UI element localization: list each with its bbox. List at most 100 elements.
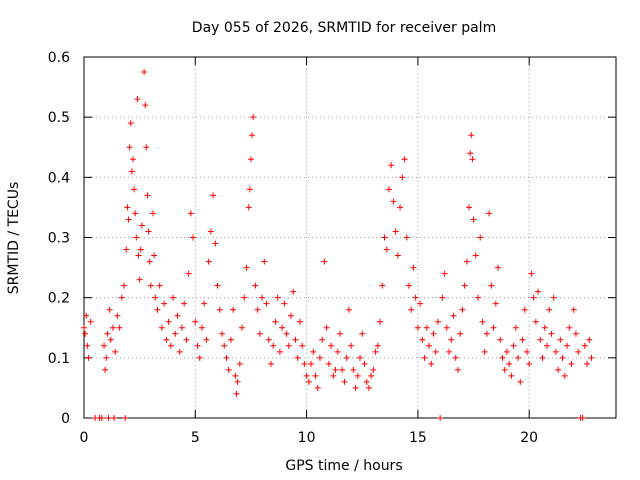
- data-point: [323, 324, 330, 331]
- data-point: [354, 372, 361, 379]
- data-point: [176, 348, 183, 355]
- data-point: [308, 360, 315, 367]
- data-point: [543, 342, 550, 349]
- data-point: [314, 384, 321, 391]
- data-point: [207, 228, 214, 235]
- data-point: [101, 342, 108, 349]
- data-point: [552, 348, 559, 355]
- data-point: [81, 324, 87, 331]
- data-point: [142, 102, 149, 109]
- data-point: [363, 378, 370, 385]
- data-point: [377, 318, 384, 325]
- data-point: [129, 156, 136, 163]
- data-point: [201, 300, 208, 307]
- data-point: [332, 366, 339, 373]
- data-point: [521, 306, 528, 313]
- data-point: [299, 342, 306, 349]
- data-point: [135, 252, 142, 259]
- data-point: [246, 186, 253, 193]
- data-point: [492, 300, 499, 307]
- data-point: [325, 360, 332, 367]
- data-point: [334, 348, 341, 355]
- data-point: [83, 312, 90, 319]
- data-point: [483, 330, 490, 337]
- data-point: [490, 324, 497, 331]
- data-point: [165, 318, 172, 325]
- data-point: [272, 318, 279, 325]
- data-point: [467, 150, 474, 157]
- data-point: [146, 258, 153, 265]
- data-point: [365, 384, 372, 391]
- data-point: [128, 168, 135, 175]
- data-point: [227, 336, 234, 343]
- data-point: [249, 132, 256, 139]
- data-point: [158, 324, 165, 331]
- data-point: [379, 282, 386, 289]
- data-point: [85, 354, 92, 361]
- data-point: [539, 354, 546, 361]
- data-point: [294, 354, 301, 361]
- data-point: [190, 234, 197, 241]
- data-point: [194, 342, 201, 349]
- data-point: [312, 372, 319, 379]
- data-point: [570, 306, 577, 313]
- data-point: [125, 216, 132, 223]
- data-point: [174, 312, 181, 319]
- data-point: [350, 366, 357, 373]
- data-point: [276, 348, 283, 355]
- data-point: [219, 330, 226, 337]
- data-point: [141, 69, 148, 76]
- data-point: [216, 306, 223, 313]
- data-point: [122, 415, 129, 421]
- data-point: [452, 354, 459, 361]
- data-point: [479, 318, 486, 325]
- data-point: [290, 288, 297, 295]
- data-point: [388, 162, 395, 169]
- data-point: [114, 312, 121, 319]
- data-point: [401, 156, 408, 163]
- y-tick-label: 0.6: [48, 50, 70, 66]
- data-point: [383, 246, 390, 253]
- data-point: [124, 204, 131, 211]
- chart-title: Day 055 of 2026, SRMTID for receiver pal…: [192, 20, 496, 36]
- data-point: [368, 372, 375, 379]
- data-point: [111, 415, 118, 421]
- data-point: [584, 360, 591, 367]
- data-point: [510, 342, 517, 349]
- data-point: [152, 294, 159, 301]
- data-point: [506, 360, 513, 367]
- y-tick-label: 0.3: [48, 231, 70, 247]
- data-point: [381, 234, 388, 241]
- data-point: [319, 336, 326, 343]
- data-point: [568, 360, 575, 367]
- data-point: [461, 282, 468, 289]
- data-point: [132, 210, 139, 217]
- x-tick-label: 20: [520, 430, 538, 446]
- x-axis-label: GPS time / hours: [285, 458, 402, 474]
- data-point: [555, 366, 562, 373]
- data-point: [103, 354, 110, 361]
- data-point: [548, 330, 555, 337]
- data-point: [225, 366, 232, 373]
- data-point: [561, 372, 568, 379]
- data-point: [154, 306, 161, 313]
- data-point: [421, 354, 428, 361]
- data-point: [523, 348, 530, 355]
- data-point: [481, 348, 488, 355]
- data-point: [183, 336, 190, 343]
- data-point: [508, 372, 515, 379]
- data-point: [339, 366, 346, 373]
- x-tick-label: 0: [80, 430, 89, 446]
- data-point: [586, 336, 593, 343]
- data-point: [345, 306, 352, 313]
- x-tick-label: 10: [298, 430, 316, 446]
- data-point: [454, 366, 461, 373]
- data-point: [499, 354, 506, 361]
- data-point: [352, 384, 359, 391]
- data-point: [497, 336, 504, 343]
- data-point: [341, 378, 348, 385]
- data-points: [81, 69, 595, 421]
- data-point: [241, 294, 248, 301]
- data-point: [144, 192, 151, 199]
- data-point: [468, 132, 475, 139]
